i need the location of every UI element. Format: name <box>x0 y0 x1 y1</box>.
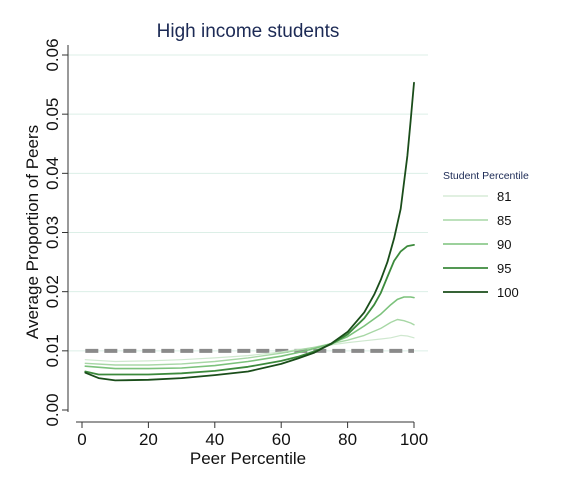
legend-title: Student Percentile <box>443 170 529 182</box>
legend-label-95: 95 <box>497 261 511 276</box>
gridlines <box>68 54 428 352</box>
y-tick-label: 0.01 <box>43 334 62 367</box>
y-axis-label: Average Proportion of Peers <box>23 125 42 339</box>
series-line-90 <box>84 296 415 370</box>
x-tick-label: 80 <box>338 430 357 449</box>
chart-title: High income students <box>157 21 340 42</box>
x-tick-label: 20 <box>139 430 158 449</box>
x-tick-label: 100 <box>400 430 428 449</box>
x-axis-label: Peer Percentile <box>190 449 306 468</box>
series-line-100 <box>84 81 415 382</box>
legend-label-100: 100 <box>497 285 519 300</box>
y-tick-label: 0.05 <box>43 98 62 131</box>
y-tick-label: 0.06 <box>43 38 62 71</box>
x-tick-label: 0 <box>77 430 86 449</box>
y-tick-label: 0.00 <box>43 393 62 426</box>
y-tick-label: 0.02 <box>43 275 62 308</box>
legend-label-85: 85 <box>497 213 511 228</box>
x-tick-label: 40 <box>205 430 224 449</box>
x-tick-label: 60 <box>272 430 291 449</box>
legend-label-81: 81 <box>497 189 511 204</box>
y-tick-label: 0.04 <box>43 157 62 190</box>
legend-label-90: 90 <box>497 237 511 252</box>
series-lines <box>84 81 415 382</box>
y-tick-label: 0.03 <box>43 216 62 249</box>
legend: Student Percentile 81 85 90 95 100 <box>443 170 529 300</box>
axes: 0.00 0.01 0.02 0.03 0.04 0.05 0.06 0 20 40 60 80 100 <box>43 38 428 449</box>
